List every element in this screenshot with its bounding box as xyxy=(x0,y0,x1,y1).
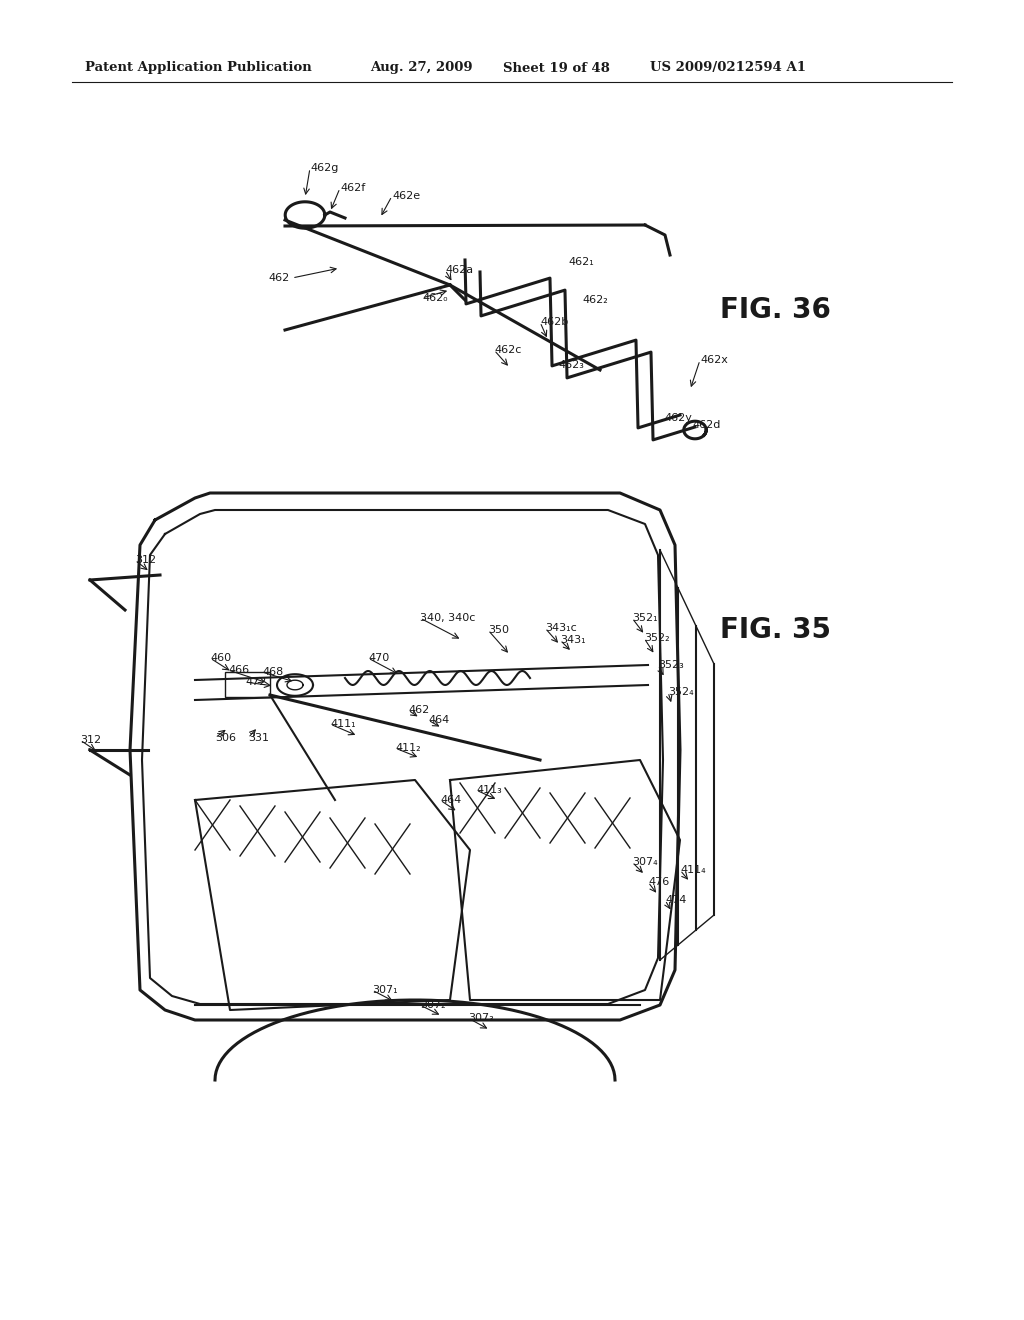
Text: 340, 340c: 340, 340c xyxy=(420,612,475,623)
Text: 472: 472 xyxy=(245,677,266,686)
Text: 350: 350 xyxy=(488,624,509,635)
Text: 312: 312 xyxy=(80,735,101,744)
Bar xyxy=(225,672,270,697)
Text: 462x: 462x xyxy=(700,355,728,366)
Text: Sheet 19 of 48: Sheet 19 of 48 xyxy=(503,62,610,74)
Text: 352₂: 352₂ xyxy=(644,634,670,643)
Text: 462₃: 462₃ xyxy=(558,360,584,370)
Text: 462c: 462c xyxy=(494,345,521,355)
Text: 352₁: 352₁ xyxy=(632,612,657,623)
Text: 462e: 462e xyxy=(392,191,420,201)
Text: 476: 476 xyxy=(648,876,670,887)
Text: 466: 466 xyxy=(228,665,249,675)
Text: 411₂: 411₂ xyxy=(395,743,421,752)
Text: FIG. 35: FIG. 35 xyxy=(720,616,831,644)
Text: 462d: 462d xyxy=(692,420,720,430)
Text: 474: 474 xyxy=(665,895,686,906)
Text: 411₁: 411₁ xyxy=(330,719,355,729)
Text: 307₄: 307₄ xyxy=(632,857,657,867)
Text: 462: 462 xyxy=(408,705,429,715)
Text: 462: 462 xyxy=(268,273,289,282)
Text: Patent Application Publication: Patent Application Publication xyxy=(85,62,311,74)
Text: FIG. 36: FIG. 36 xyxy=(720,296,830,323)
Text: Aug. 27, 2009: Aug. 27, 2009 xyxy=(370,62,473,74)
Text: 307₁: 307₁ xyxy=(372,985,397,995)
Text: 306: 306 xyxy=(215,733,236,743)
Text: 462g: 462g xyxy=(310,162,338,173)
Text: 462₂: 462₂ xyxy=(582,294,608,305)
Text: US 2009/0212594 A1: US 2009/0212594 A1 xyxy=(650,62,806,74)
Text: 462f: 462f xyxy=(340,183,366,193)
Text: 462a: 462a xyxy=(445,265,473,275)
Text: 411₃: 411₃ xyxy=(476,785,502,795)
Text: 462ₒ: 462ₒ xyxy=(422,293,447,304)
Text: 352₃: 352₃ xyxy=(658,660,684,671)
Text: 307₃: 307₃ xyxy=(468,1012,494,1023)
Text: 411₄: 411₄ xyxy=(680,865,706,875)
Text: 464: 464 xyxy=(440,795,461,805)
Text: 331: 331 xyxy=(248,733,269,743)
Text: 343₁: 343₁ xyxy=(560,635,586,645)
Text: 343₁c: 343₁c xyxy=(545,623,577,634)
Text: 352₄: 352₄ xyxy=(668,686,693,697)
Text: 462₁: 462₁ xyxy=(568,257,594,267)
Text: 468: 468 xyxy=(262,667,284,677)
Text: 312: 312 xyxy=(135,554,156,565)
Text: 464: 464 xyxy=(428,715,450,725)
Text: 470: 470 xyxy=(368,653,389,663)
Text: 462y: 462y xyxy=(664,413,692,422)
Text: 460: 460 xyxy=(210,653,231,663)
Text: 462b: 462b xyxy=(540,317,568,327)
Text: 307₂: 307₂ xyxy=(420,1001,445,1010)
